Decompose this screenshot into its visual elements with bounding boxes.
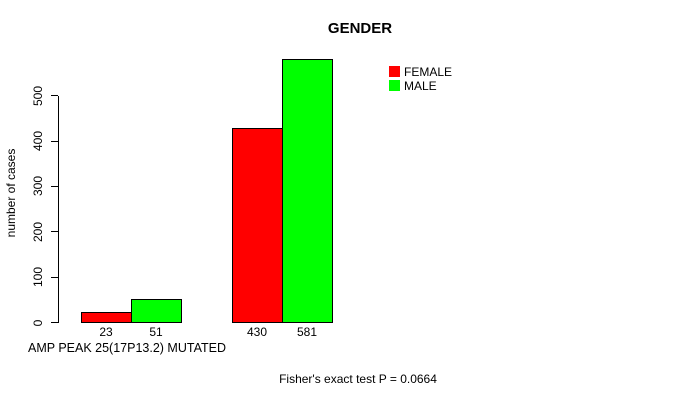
fisher-test-annotation: Fisher's exact test P = 0.0664 [279, 372, 437, 386]
legend-label-female: FEMALE [404, 64, 453, 79]
y-axis-tick-label: 200 [31, 221, 45, 242]
y-axis-tick [51, 140, 58, 142]
bar-count-label: 23 [99, 325, 113, 339]
y-axis-title: number of cases [4, 148, 18, 238]
chart-title: GENDER [327, 20, 393, 37]
y-axis-tick [51, 185, 58, 187]
bar-female-group1 [81, 312, 132, 324]
y-axis-tick-label: 300 [31, 176, 45, 197]
y-axis-tick-label: 100 [31, 267, 45, 288]
legend-label-male: MALE [404, 78, 437, 93]
y-axis-tick-label: 400 [31, 131, 45, 152]
y-axis-tick [51, 276, 58, 278]
y-axis-line [58, 96, 59, 323]
male-color-swatch [389, 80, 400, 91]
bar-count-label: 51 [149, 325, 163, 339]
bar-female-group2 [232, 127, 283, 324]
x-axis-title: AMP PEAK 25(17P13.2) MUTATED [28, 341, 226, 355]
legend-item-female: FEMALE [389, 64, 453, 79]
y-axis-tick-label: 0 [31, 319, 45, 326]
y-axis-tick [51, 95, 58, 97]
bar-male-group1 [131, 299, 182, 324]
y-axis-tick-label: 500 [31, 85, 45, 106]
legend: FEMALE MALE [389, 65, 452, 93]
y-axis-tick [51, 322, 58, 323]
y-axis-tick [51, 231, 58, 233]
bar-count-label: 581 [296, 325, 318, 339]
female-color-swatch [389, 66, 400, 77]
bar-count-label: 430 [246, 325, 268, 339]
bar-male-group2 [282, 59, 333, 324]
legend-item-male: MALE [389, 78, 452, 93]
